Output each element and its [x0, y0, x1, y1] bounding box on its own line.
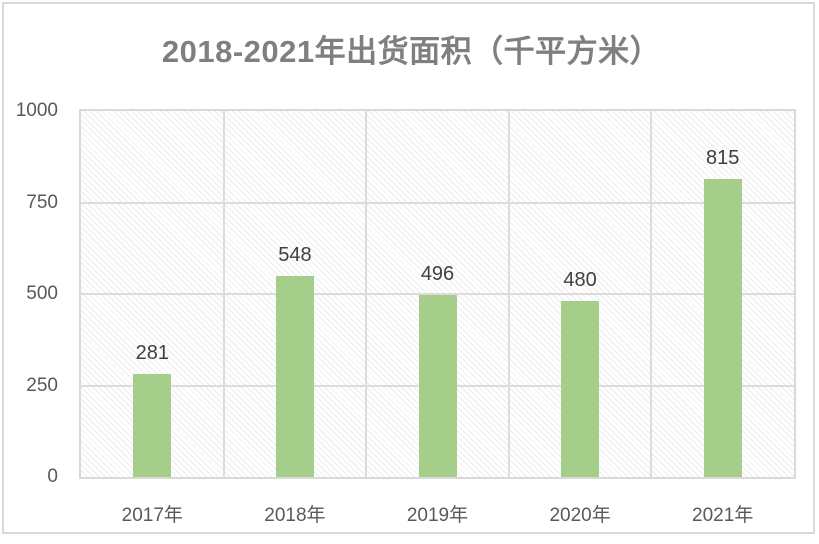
y-tick-label: 500	[26, 283, 58, 304]
bar-value-label: 480	[563, 269, 597, 292]
y-tick-label: 0	[47, 466, 58, 487]
gridline-horizontal	[81, 293, 794, 295]
x-category-label: 2021年	[692, 505, 754, 526]
bar-value-label: 548	[278, 244, 312, 267]
bar	[275, 276, 314, 477]
chart-title: 2018-2021年出货面积（千平方米）	[161, 34, 662, 69]
bar	[703, 178, 742, 477]
x-category-label: 2019年	[406, 505, 469, 526]
gridline-vertical	[507, 111, 510, 477]
bar-value-label: 281	[135, 342, 169, 365]
x-category-label: 2020年	[549, 505, 611, 526]
bar-value-label: 496	[420, 263, 455, 286]
x-category-label: 2018年	[264, 505, 326, 526]
plot-area: 281 548 496 480 815	[79, 109, 796, 479]
gridline-vertical	[650, 111, 653, 477]
bar	[561, 301, 600, 477]
y-tick-label: 1000	[15, 100, 58, 121]
gridline-vertical	[365, 111, 368, 477]
y-tick-label: 750	[26, 191, 58, 213]
bar-value-label: 815	[706, 146, 740, 169]
bar	[418, 295, 457, 477]
y-tick-label: 250	[26, 374, 58, 396]
x-category-label: 2017年	[121, 505, 183, 526]
gridline-vertical	[222, 111, 225, 477]
bar	[133, 374, 172, 477]
gridline-horizontal	[81, 201, 794, 204]
